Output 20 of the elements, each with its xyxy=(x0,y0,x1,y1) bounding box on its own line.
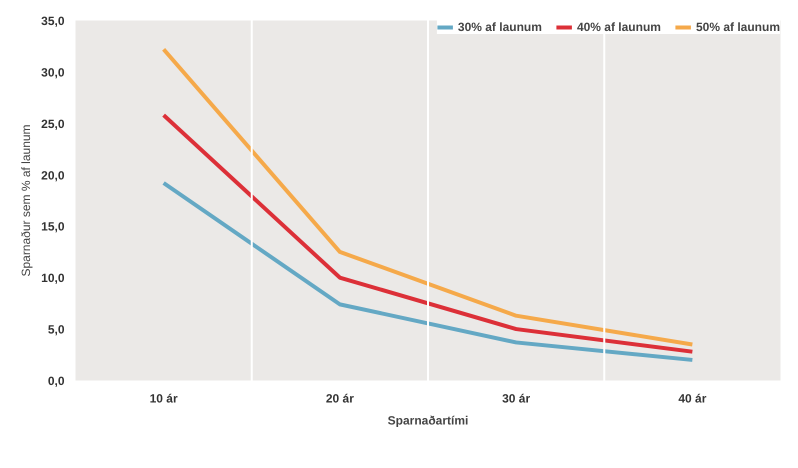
y-tick-label: 0,0 xyxy=(48,374,65,388)
line-series xyxy=(162,181,694,362)
x-tick-label: 10 ár xyxy=(150,392,178,406)
legend-label: 30% af launum xyxy=(458,20,542,34)
y-tick-label: 15,0 xyxy=(41,220,65,234)
y-tick-label: 35,0 xyxy=(41,14,65,28)
legend-label: 40% af launum xyxy=(576,20,661,34)
y-axis-title: Sparnaður sem % af launum xyxy=(19,124,34,277)
line-series xyxy=(162,47,694,346)
x-tick-label: 30 ár xyxy=(502,392,530,406)
x-tick-label: 20 ár xyxy=(326,392,354,406)
x-axis-title: Sparnaðartími xyxy=(388,414,468,428)
y-tick-label: 5,0 xyxy=(48,322,65,337)
line-series xyxy=(162,113,694,354)
legend-label: 50% af launum xyxy=(696,20,780,34)
y-tick-label: 30,0 xyxy=(41,65,65,80)
y-tick-label: 20,0 xyxy=(41,168,65,182)
y-tick-label: 10,0 xyxy=(41,271,65,286)
y-tick-label: 25,0 xyxy=(41,116,65,131)
x-tick-label: 40 ár xyxy=(678,392,707,406)
